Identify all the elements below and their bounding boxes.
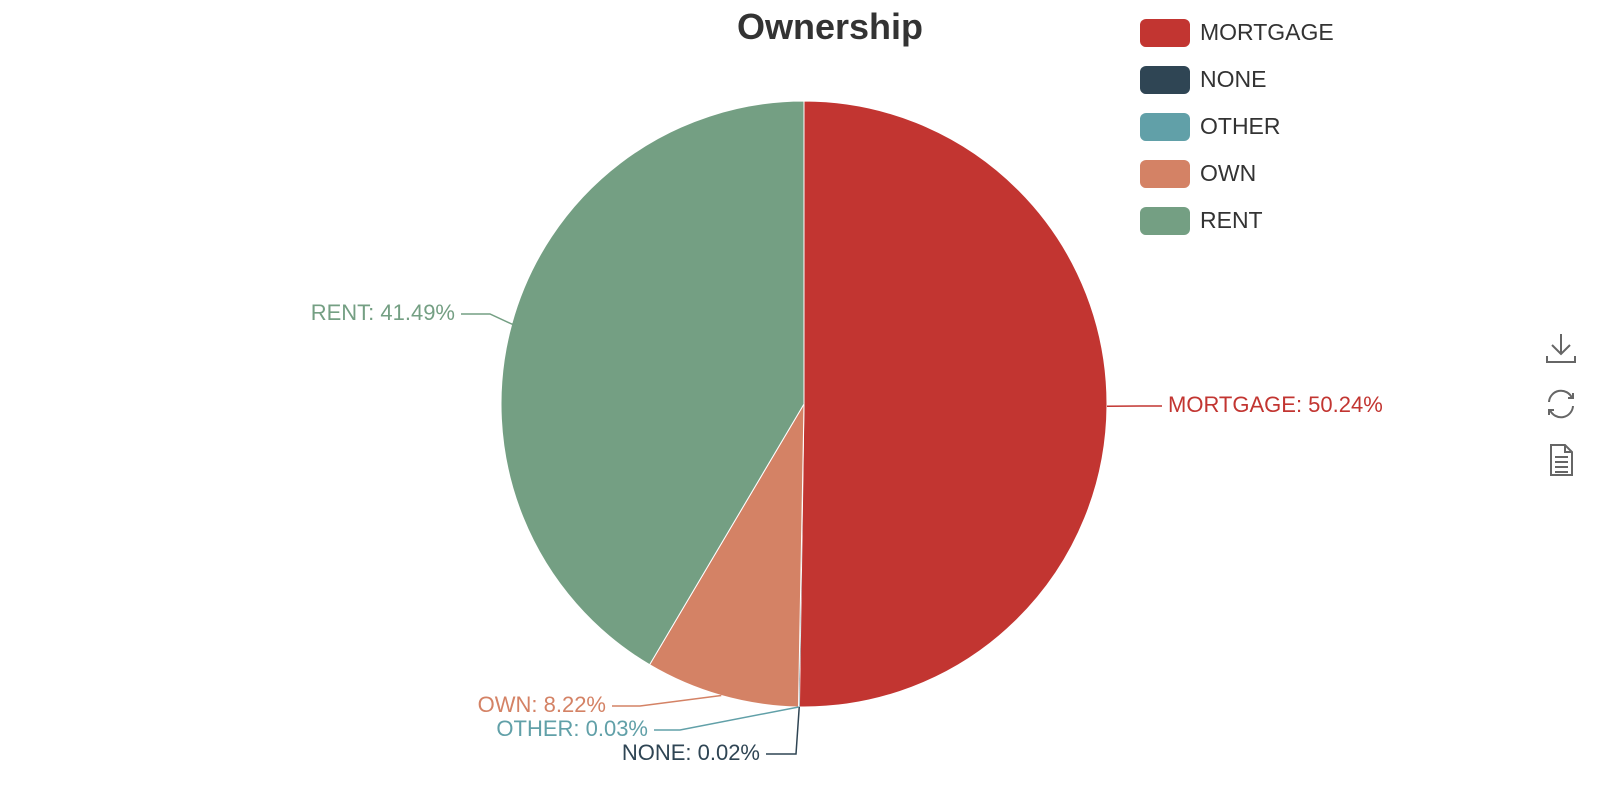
chart-title: Ownership xyxy=(736,6,924,47)
leader-line-none xyxy=(766,706,800,755)
legend-label-other: OTHER xyxy=(1200,113,1281,139)
pie-labels: MORTGAGE: 50.24% NONE: 0.02%OTHER: 0.03%O… xyxy=(311,300,1383,765)
leader-line-own xyxy=(612,694,722,707)
legend-label-none: NONE xyxy=(1200,66,1267,92)
refresh-icon[interactable] xyxy=(1543,386,1579,422)
pie-slices xyxy=(500,100,1108,708)
legend-label-rent: RENT xyxy=(1200,207,1263,233)
legend-item-own[interactable]: OWN xyxy=(1140,150,1334,197)
legend-label-mortgage: MORTGAGE xyxy=(1200,19,1334,45)
legend-swatch-other xyxy=(1140,112,1190,141)
pie-slice-mortgage[interactable] xyxy=(798,100,1108,708)
pie-leader-lines xyxy=(461,313,1162,755)
leader-line-other xyxy=(654,706,799,731)
legend-swatch-rent xyxy=(1140,206,1190,235)
legend-label-own: OWN xyxy=(1200,160,1257,186)
pie-slice-own[interactable] xyxy=(648,402,805,708)
legend-swatch-mortgage xyxy=(1140,18,1190,47)
pie-label-rent: RENT: 41.49% xyxy=(311,300,455,325)
pie-label-other: OTHER: 0.03% xyxy=(496,716,648,741)
leader-line-rent xyxy=(461,313,517,327)
legend-item-mortgage[interactable]: MORTGAGE xyxy=(1140,9,1334,56)
download-icon[interactable] xyxy=(1543,330,1579,366)
legend: MORTGAGE NONE OTHER OWN RENT xyxy=(1140,9,1334,244)
data-view-icon[interactable] xyxy=(1543,442,1579,478)
pie-label-own: OWN: 8.22% xyxy=(478,692,606,717)
legend-swatch-own xyxy=(1140,159,1190,188)
pie-label-none: NONE: 0.02% xyxy=(622,740,760,765)
legend-item-none[interactable]: NONE xyxy=(1140,56,1334,103)
toolbox xyxy=(1543,330,1579,498)
pie-label-mortgage: MORTGAGE: 50.24% xyxy=(1168,392,1383,417)
legend-swatch-none xyxy=(1140,65,1190,94)
legend-item-other[interactable]: OTHER xyxy=(1140,103,1334,150)
legend-item-rent[interactable]: RENT xyxy=(1140,197,1334,244)
